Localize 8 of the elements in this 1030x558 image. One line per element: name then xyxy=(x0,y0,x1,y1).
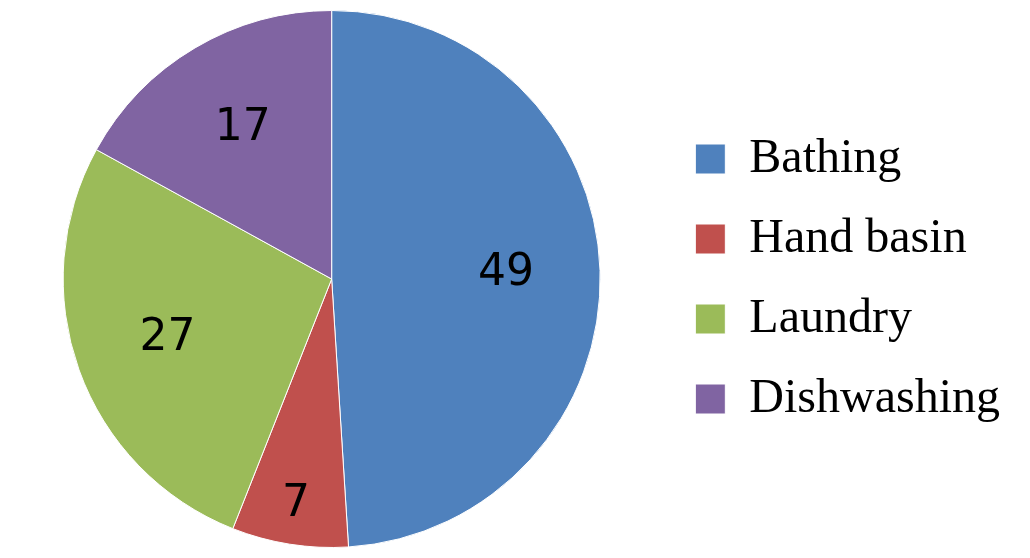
data-label: 49 xyxy=(478,243,535,295)
legend-label: Hand basin xyxy=(749,208,967,262)
legend-label: Laundry xyxy=(749,288,912,342)
data-label: 27 xyxy=(139,308,196,360)
data-label: 7 xyxy=(281,474,310,526)
legend-label: Dishwashing xyxy=(749,368,1001,422)
legend-label: Bathing xyxy=(749,128,902,182)
data-label: 17 xyxy=(214,99,271,151)
